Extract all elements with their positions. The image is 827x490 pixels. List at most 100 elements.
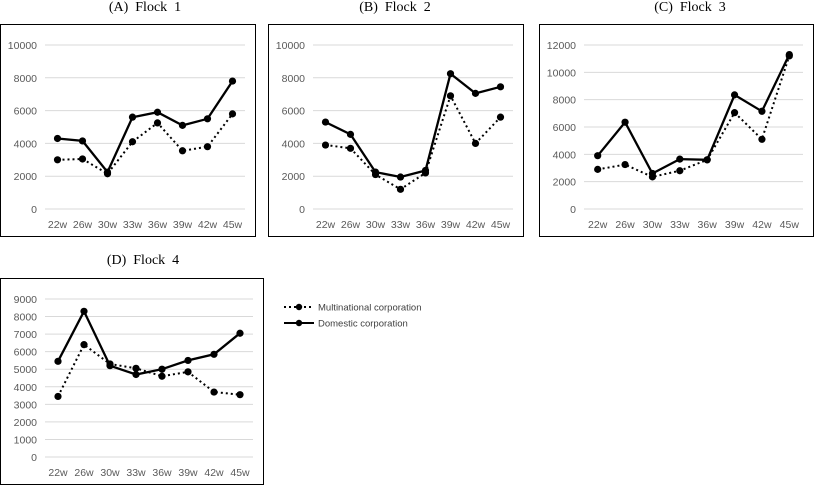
y-tick-label-a-4: 8000 xyxy=(14,73,38,85)
y-tick-label-b-1: 2000 xyxy=(282,171,306,183)
y-tick-label-d-1: 1000 xyxy=(14,434,38,446)
data-point-domestic-d-5 xyxy=(184,356,192,365)
data-point-domestic-d-6 xyxy=(210,350,218,358)
data-point-multinational-a-0 xyxy=(53,156,62,164)
chart-svg-d: 0 1000 2000 3000 4000 5000 6000 7000 8000 9000 22w… xyxy=(14,294,253,479)
x-tick-label-a-2: 30w xyxy=(98,219,118,231)
data-point-domestic-c-0 xyxy=(594,152,602,160)
data-point-domestic-a-5 xyxy=(178,121,187,129)
y-tick-label-c-5: 10000 xyxy=(547,67,576,79)
series-line-domestic-a xyxy=(57,80,234,175)
data-point-domestic-c-5 xyxy=(730,91,739,99)
data-point-multinational-b-6 xyxy=(471,139,480,147)
data-point-domestic-c-3 xyxy=(676,155,684,163)
legend-label-multinational: Multinational corporation xyxy=(318,303,422,314)
x-tick-label-c-0: 22w xyxy=(588,219,608,231)
data-point-multinational-c-0 xyxy=(594,165,602,173)
data-point-domestic-b-7 xyxy=(496,83,505,91)
x-tick-label-c-4: 36w xyxy=(698,219,718,231)
y-tick-label-c-6: 12000 xyxy=(547,40,576,52)
y-tick-label-d-9: 9000 xyxy=(14,294,38,306)
data-point-domestic-c-1 xyxy=(621,118,629,126)
x-tick-label-d-4: 36w xyxy=(152,467,172,479)
chart-legend: Multinational corporation Domestic corpo… xyxy=(284,303,422,330)
data-point-domestic-d-2 xyxy=(106,362,114,370)
data-point-domestic-b-0 xyxy=(321,118,330,126)
data-point-multinational-a-6 xyxy=(203,143,212,151)
chart-panel-c: 0 2000 4000 6000 8000 10000 12000 22w 26w 30w 33w 3… xyxy=(539,24,814,237)
data-point-multinational-d-3 xyxy=(132,364,140,372)
data-point-domestic-a-7 xyxy=(228,77,237,85)
data-point-domestic-a-0 xyxy=(53,134,62,143)
y-tick-label-d-4: 4000 xyxy=(14,382,38,394)
y-tick-label-b-0: 0 xyxy=(299,204,305,216)
data-point-domestic-c-6 xyxy=(758,107,766,115)
y-tick-label-b-2: 4000 xyxy=(282,138,306,150)
data-point-domestic-a-6 xyxy=(203,115,212,123)
data-point-domestic-c-2 xyxy=(648,169,657,178)
x-tick-label-b-6: 42w xyxy=(466,219,486,231)
data-point-multinational-a-7 xyxy=(228,110,237,118)
y-tick-label-b-4: 8000 xyxy=(282,73,306,85)
data-point-domestic-b-2 xyxy=(371,168,380,176)
data-point-domestic-d-3 xyxy=(132,370,140,379)
y-tick-label-a-5: 10000 xyxy=(8,40,37,52)
data-point-multinational-a-5 xyxy=(178,147,187,155)
data-point-multinational-d-0 xyxy=(54,392,62,401)
data-point-domestic-d-1 xyxy=(80,307,88,315)
y-tick-label-d-2: 2000 xyxy=(14,417,38,429)
data-point-multinational-b-7 xyxy=(496,113,505,121)
chart-svg-a: 0 2000 4000 6000 8000 10000 22w 26w 30w 33w 36w 39w… xyxy=(8,40,245,231)
chart-panel-a: 0 2000 4000 6000 8000 10000 22w 26w 30w 33w 36w 39w… xyxy=(0,24,256,237)
y-tick-label-d-5: 5000 xyxy=(14,364,38,376)
x-tick-label-b-3: 33w xyxy=(391,219,411,231)
series-line-multinational-c xyxy=(597,55,791,178)
x-tick-label-b-5: 39w xyxy=(441,219,461,231)
x-tick-label-c-5: 39w xyxy=(725,219,745,231)
chart-panel-b: 0 2000 4000 6000 8000 10000 22w 26w 30w 33w 36w 39w… xyxy=(268,24,524,237)
x-tick-label-b-2: 30w xyxy=(366,219,386,231)
data-point-domestic-a-2 xyxy=(103,168,112,176)
data-point-domestic-b-3 xyxy=(396,173,405,181)
chart-title-b: (B) Flock 2 xyxy=(359,0,431,15)
series-line-domestic-d xyxy=(56,308,241,376)
data-point-domestic-b-4 xyxy=(421,166,430,175)
chart-svg-c: 0 2000 4000 6000 8000 10000 12000 22w 26w 30w 33w 3… xyxy=(547,40,803,231)
x-tick-label-a-6: 42w xyxy=(198,219,218,231)
x-tick-label-a-7: 45w xyxy=(223,219,243,231)
data-point-multinational-d-1 xyxy=(80,341,88,349)
data-point-domestic-a-1 xyxy=(78,137,87,145)
y-tick-label-d-0: 0 xyxy=(31,452,37,464)
x-tick-label-c-7: 45w xyxy=(780,219,800,231)
y-tick-label-c-3: 6000 xyxy=(553,122,577,134)
y-tick-label-c-1: 2000 xyxy=(553,177,577,189)
data-point-multinational-d-7 xyxy=(236,391,244,399)
x-tick-label-d-1: 26w xyxy=(74,467,94,479)
chart-svg-b: 0 2000 4000 6000 8000 10000 22w 26w 30w 33w 36w 39w… xyxy=(276,40,513,231)
y-tick-label-c-0: 0 xyxy=(570,204,576,216)
x-tick-label-d-6: 42w xyxy=(204,467,224,479)
chart-title-a: (A) Flock 1 xyxy=(108,0,182,15)
y-tick-label-a-2: 4000 xyxy=(14,138,38,150)
legend-label-domestic: Domestic corporation xyxy=(318,319,408,330)
series-line-domestic-b xyxy=(324,71,501,179)
data-point-domestic-d-0 xyxy=(54,357,62,365)
x-tick-label-a-0: 22w xyxy=(48,219,68,231)
y-tick-label-a-0: 0 xyxy=(31,204,37,216)
x-tick-label-c-3: 33w xyxy=(670,219,690,231)
series-line-multinational-b xyxy=(325,93,502,191)
y-tick-label-a-3: 6000 xyxy=(14,106,38,118)
data-point-domestic-d-7 xyxy=(236,329,244,337)
series-line-domestic-c xyxy=(596,54,791,176)
y-tick-label-d-6: 6000 xyxy=(14,347,38,359)
y-tick-label-d-3: 3000 xyxy=(14,399,38,411)
y-tick-label-d-8: 8000 xyxy=(14,312,38,324)
x-tick-label-c-6: 42w xyxy=(752,219,772,231)
data-point-domestic-c-4 xyxy=(703,156,711,164)
x-tick-label-c-2: 30w xyxy=(643,219,663,231)
x-tick-label-b-0: 22w xyxy=(316,219,336,231)
data-point-domestic-a-3 xyxy=(128,113,137,121)
x-tick-label-c-1: 26w xyxy=(615,219,635,231)
data-point-multinational-d-4 xyxy=(158,372,166,380)
data-point-domestic-c-7 xyxy=(785,50,793,59)
